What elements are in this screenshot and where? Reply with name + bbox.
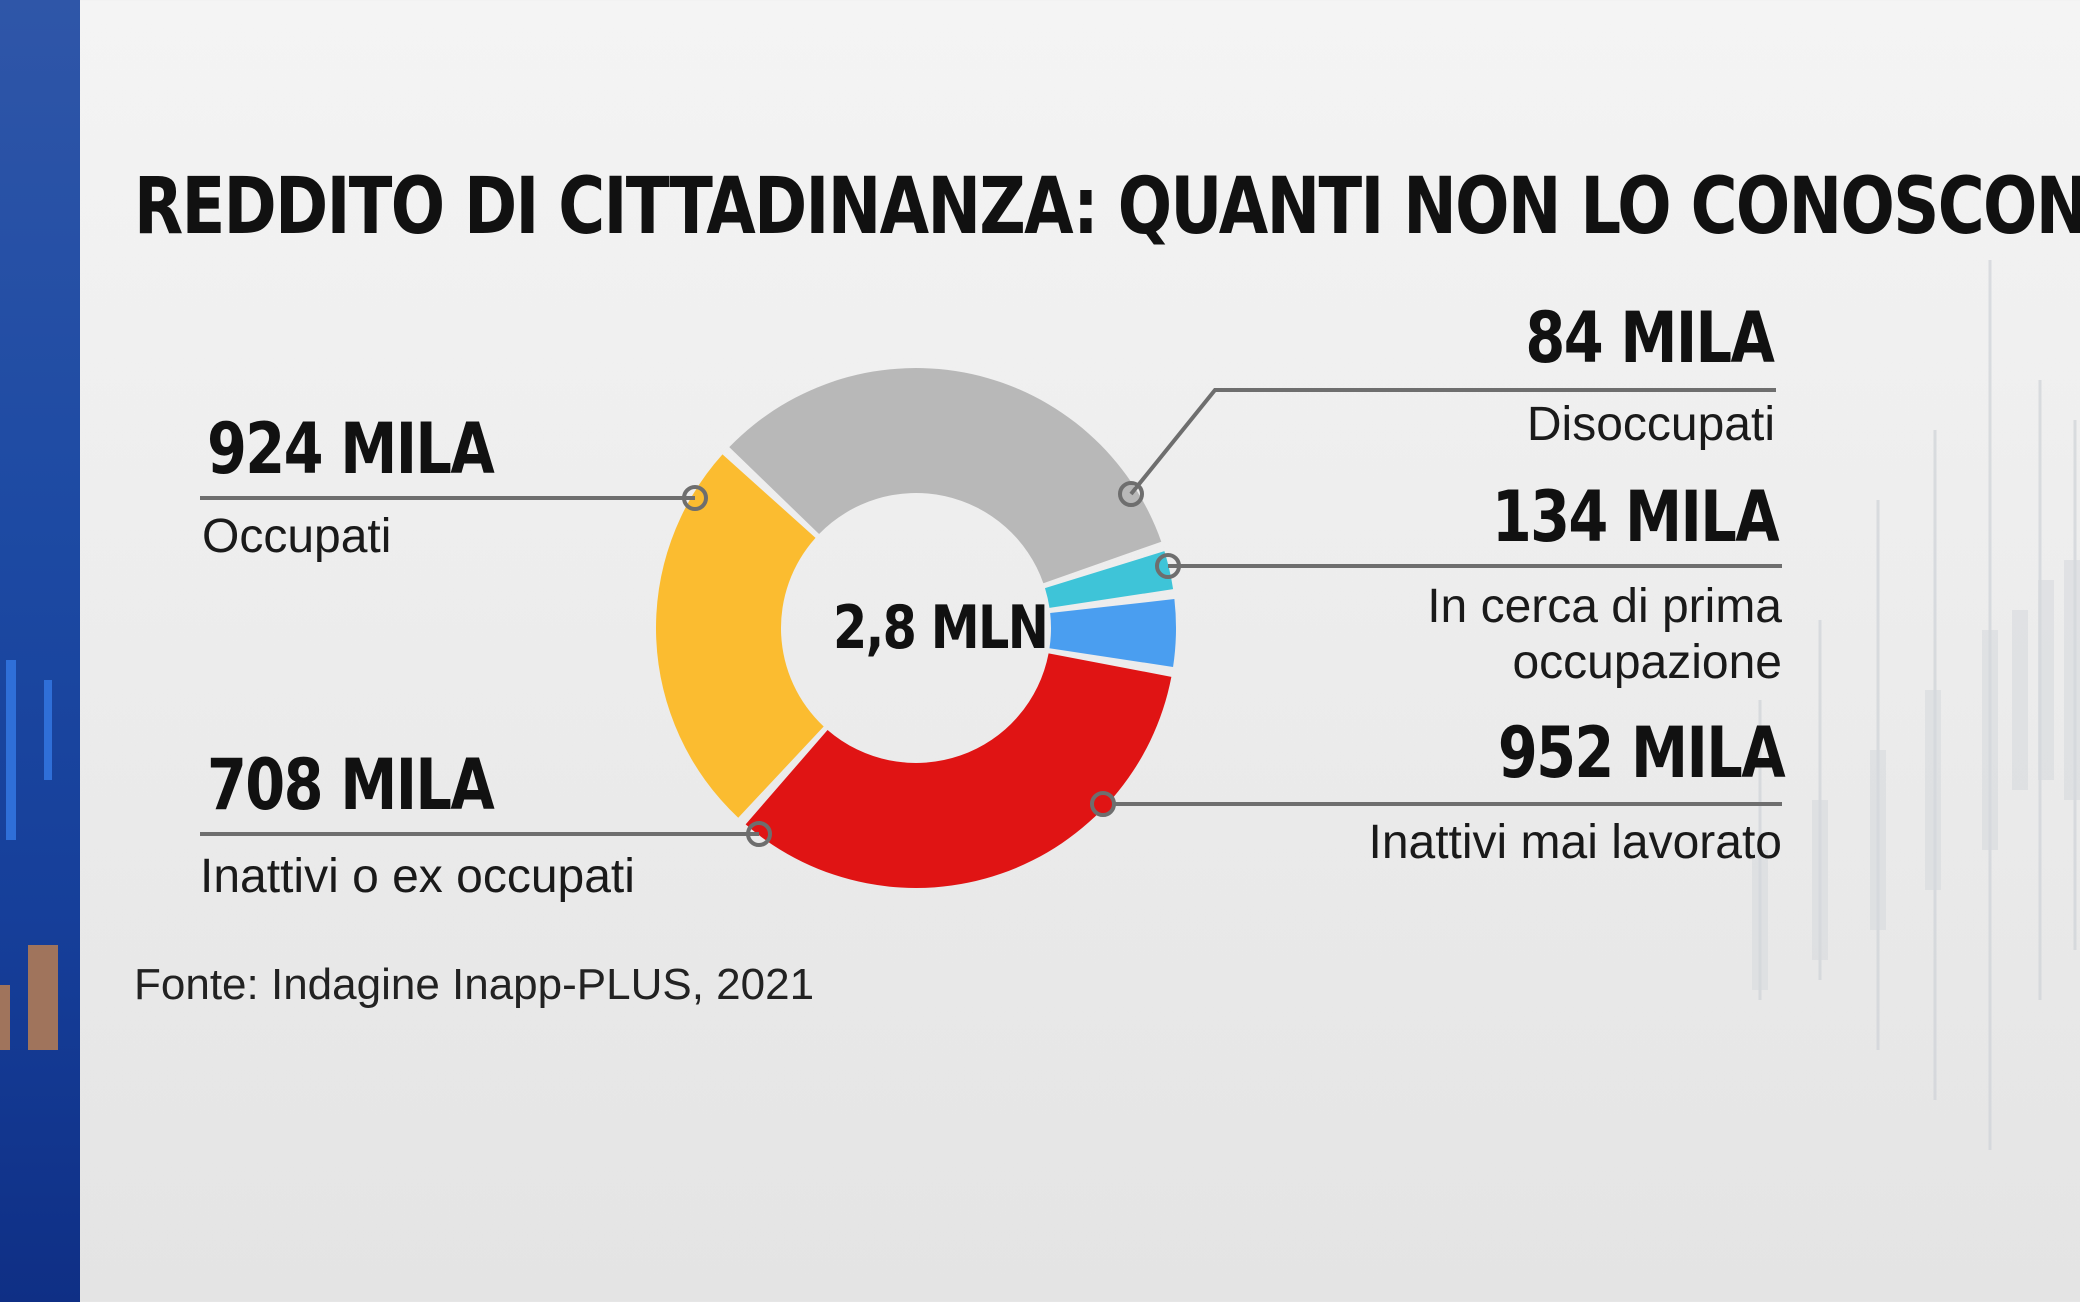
side-decor-panel [0,0,80,1302]
disoccupati-label: Disoccupati [1526,398,1775,451]
donut-slice-disoccupati [1044,551,1174,608]
cerca-label-line1: In cerca di prima [1427,580,1782,633]
inattivi-ex-value: 708 MILA [207,744,495,826]
inattivi-ex-label: Inattivi o ex occupati [200,850,635,903]
donut-slice-occupati [729,368,1162,584]
leader-disoccupati-dot [1118,481,1144,507]
chart-center-total: 2,8 MLN [833,593,1049,663]
side-decor-candle [44,680,52,780]
donut-slice-inattivi-mai-lavorato [745,653,1172,889]
cerca-value: 134 MILA [1491,476,1780,558]
cerca-label-line2: occupazione [1512,636,1782,689]
disoccupati-value: 84 MILA [1525,297,1774,379]
donut-slice-in-cerca-di-prima-occupazione [1049,599,1176,667]
leader-inattivi-ex-dot [746,821,772,847]
occupati-value: 924 MILA [207,408,495,490]
leader-cerca-dot [1155,553,1181,579]
side-decor-candle [6,660,16,840]
side-decor-bar [28,945,58,1050]
occupati-label: Occupati [202,510,392,563]
inattivi-mai-value: 952 MILA [1497,712,1786,794]
leader-occupati-dot [682,485,708,511]
source-note: Fonte: Indagine Inapp-PLUS, 2021 [134,960,815,1009]
leader-disoccupati-line [1129,388,1776,496]
donut-slice-inattivi-o-ex-occupati [655,454,824,818]
leader-inattivi-mai-dot [1090,791,1116,817]
inattivi-mai-label: Inattivi mai lavorato [1368,816,1782,869]
page-title: REDDITO DI CITTADINANZA: QUANTI NON LO C… [134,162,2080,252]
side-decor-bar [0,985,10,1050]
